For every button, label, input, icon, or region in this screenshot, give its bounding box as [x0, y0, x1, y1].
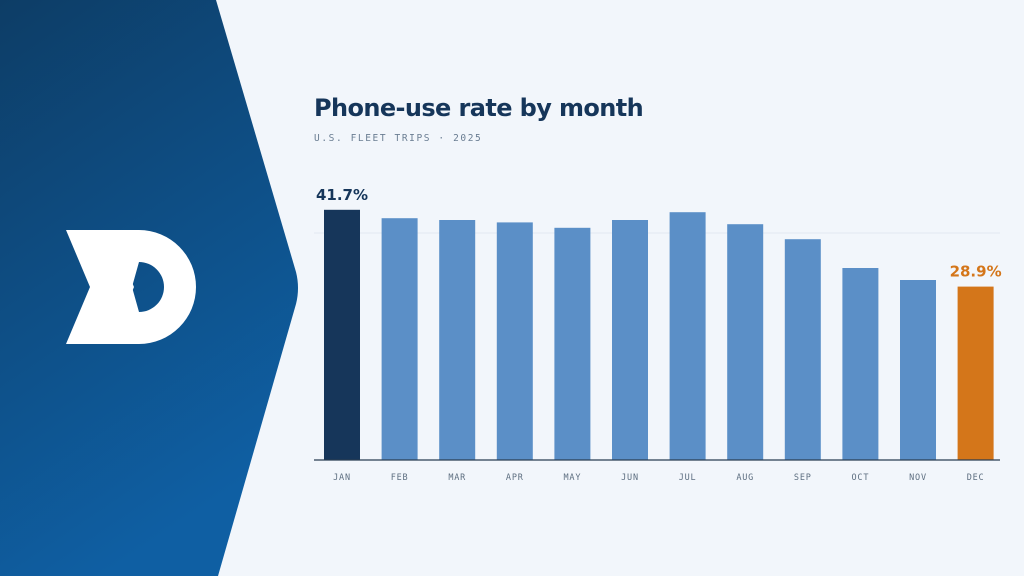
x-tick-label: SEP: [794, 473, 812, 483]
x-tick-label: NOV: [909, 473, 927, 483]
x-tick-label: JUL: [679, 473, 697, 483]
data-labels: 41.7% 28.9%: [316, 186, 1002, 281]
bar-jun: [612, 220, 648, 460]
bar-apr: [496, 222, 533, 460]
x-tick-label: APR: [506, 473, 524, 483]
bar-mar: [439, 220, 476, 460]
bars-group: [324, 209, 994, 460]
x-tick-label: FEB: [391, 473, 409, 483]
bar-feb: [381, 218, 418, 460]
bar-dec: [957, 286, 994, 460]
bar-aug: [727, 224, 764, 460]
x-tick-label: JUN: [621, 473, 639, 483]
x-tick-label: DEC: [967, 473, 985, 483]
data-label-jan: 41.7%: [316, 186, 368, 204]
bar-sep: [784, 239, 821, 460]
bar-oct: [842, 268, 879, 460]
bar-may: [554, 227, 591, 460]
double-chevron-d-logo-icon: [66, 230, 196, 344]
page-subtitle: U.S. FLEET TRIPS · 2025: [314, 133, 483, 144]
x-tick-label: OCT: [852, 473, 870, 483]
x-tick-labels: JAN FEB MAR APR MAY JUN JUL AUG SEP OCT NOV DEC: [333, 473, 984, 483]
brand-chevron-shape: [0, 0, 298, 576]
data-label-dec: 28.9%: [950, 263, 1002, 281]
page-title: Phone-use rate by month: [314, 94, 644, 122]
bar-jan: [324, 209, 360, 460]
x-tick-label: MAR: [448, 473, 466, 483]
x-tick-label: MAY: [564, 473, 582, 483]
x-tick-label: AUG: [736, 473, 754, 483]
bar-jul: [669, 212, 706, 460]
bar-nov: [900, 280, 936, 460]
x-tick-label: JAN: [333, 473, 351, 483]
